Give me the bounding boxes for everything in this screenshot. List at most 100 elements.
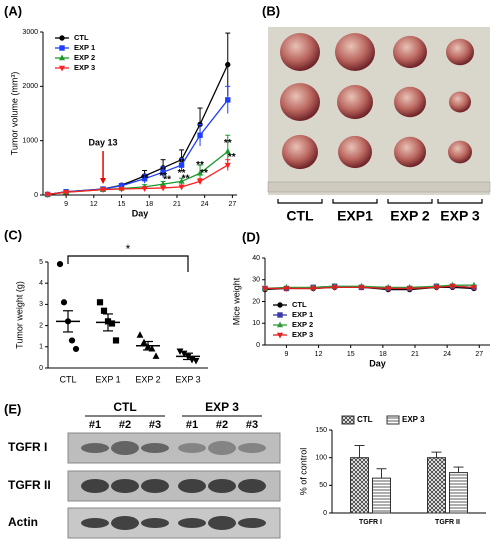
data-point — [118, 186, 125, 193]
band — [141, 518, 169, 528]
data-point — [100, 187, 107, 194]
band — [178, 479, 206, 493]
band — [238, 518, 266, 528]
significance-label: ** — [159, 171, 167, 182]
bar — [350, 457, 369, 514]
data-point — [60, 299, 68, 306]
band — [178, 518, 206, 528]
tumor — [393, 35, 427, 69]
data-point — [160, 185, 167, 192]
y-axis-label: Mice weight — [231, 277, 241, 325]
lane-label: #2 — [119, 419, 131, 431]
data-point — [141, 176, 148, 182]
significance-label: * — [126, 242, 131, 256]
legend-marker — [277, 302, 283, 308]
legend-marker — [276, 321, 284, 328]
data-point — [433, 285, 440, 291]
group-bracket — [277, 199, 323, 204]
tumor — [449, 91, 471, 113]
data-point — [136, 331, 144, 338]
lane-label: #2 — [216, 419, 228, 431]
band — [81, 479, 109, 493]
legend-swatch — [386, 415, 400, 425]
band — [141, 479, 169, 493]
x-axis-label: Day — [132, 208, 149, 218]
panel-label: (A) — [4, 3, 22, 18]
band — [111, 479, 139, 493]
x-tick-label: EXP 2 — [135, 374, 160, 384]
x-tick-label: 21 — [173, 201, 181, 208]
bar — [427, 457, 446, 514]
tumor — [338, 135, 372, 169]
significance-label: ** — [228, 152, 236, 163]
x-tick-label: 27 — [475, 351, 483, 358]
x-tick-label: 24 — [443, 351, 451, 358]
data-point — [112, 337, 120, 344]
data-point — [385, 286, 392, 292]
data-point — [470, 285, 477, 291]
data-point — [331, 285, 338, 291]
ruler — [267, 181, 491, 193]
legend-marker — [58, 65, 66, 72]
y-tick-label: 1 — [39, 344, 43, 351]
series-line — [264, 284, 474, 290]
x-tick-label: TGFR II — [435, 519, 460, 526]
legend-label: CTL — [74, 33, 89, 42]
band — [208, 479, 236, 493]
row-label: TGFR II — [8, 478, 51, 492]
x-axis-label: Day — [369, 358, 386, 368]
data-point — [197, 179, 204, 185]
data-point — [449, 284, 456, 290]
data-point — [310, 286, 317, 292]
data-point — [283, 286, 290, 292]
tumor — [282, 134, 318, 170]
legend-label: CTL — [292, 300, 307, 309]
data-point — [178, 184, 185, 191]
tumor — [394, 86, 426, 118]
bar — [449, 472, 468, 514]
annotation-arrowhead — [100, 178, 107, 185]
data-point — [192, 358, 200, 365]
data-point — [197, 169, 204, 176]
band — [111, 441, 139, 455]
legend-label: EXP 2 — [74, 53, 95, 62]
panel-label: (B) — [262, 3, 280, 18]
x-tick-label: 27 — [228, 201, 236, 208]
data-point — [44, 192, 51, 198]
group-label: CTL — [113, 400, 136, 414]
y-axis-label: Tumor weight (g) — [14, 281, 24, 349]
y-tick-label: 10 — [252, 320, 260, 327]
tumor — [394, 136, 426, 168]
legend-label: EXP 2 — [292, 320, 313, 329]
y-tick-label: 3000 — [22, 29, 38, 36]
significance-label: ** — [141, 173, 149, 184]
panel-label: (D) — [242, 229, 260, 244]
tumor — [280, 33, 320, 71]
band — [141, 443, 169, 453]
x-tick-label: CTL — [59, 374, 76, 384]
data-point — [68, 337, 76, 344]
group-bracket — [437, 199, 483, 204]
bar — [372, 477, 391, 514]
data-point — [261, 286, 269, 292]
legend-label: EXP 3 — [74, 63, 95, 72]
y-tick-label: 3 — [39, 301, 43, 308]
x-tick-label: EXP 1 — [95, 374, 120, 384]
data-point — [178, 162, 185, 168]
legend-label: EXP 3 — [402, 415, 425, 424]
y-tick-label: 0 — [323, 510, 327, 517]
data-point — [63, 190, 70, 196]
tumor — [337, 84, 373, 120]
band — [238, 443, 266, 453]
x-tick-label: 15 — [347, 351, 355, 358]
annotation-label: Day 13 — [89, 137, 118, 147]
legend-marker — [58, 54, 66, 61]
y-axis-label: Tumor volume (mm³) — [9, 72, 19, 156]
y-tick-label: 2000 — [22, 83, 38, 90]
panel-label: (C) — [4, 227, 22, 242]
band — [81, 518, 109, 528]
legend-label: EXP 3 — [292, 330, 313, 339]
y-tick-label: 5 — [39, 259, 43, 266]
y-tick-label: 0 — [34, 192, 38, 199]
x-tick-label: 12 — [315, 351, 323, 358]
